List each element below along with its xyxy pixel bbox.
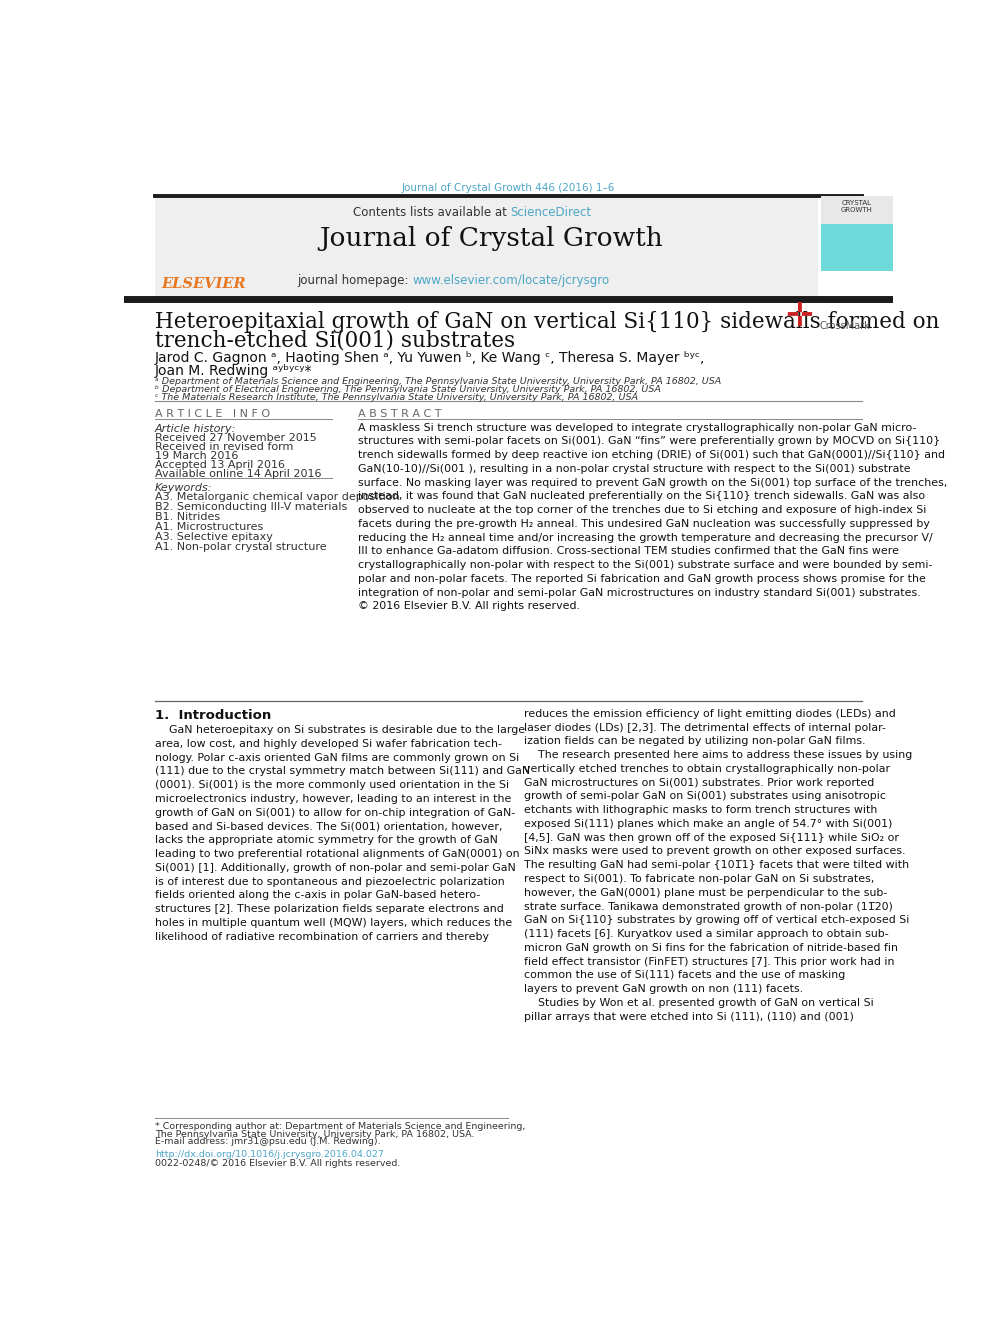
Text: A3. Metalorganic chemical vapor deposition: A3. Metalorganic chemical vapor depositi…: [155, 492, 400, 501]
Text: ᶜ The Materials Research Institute, The Pennsylvania State University, Universit: ᶜ The Materials Research Institute, The …: [155, 393, 638, 402]
Text: ELSEVIER: ELSEVIER: [161, 278, 246, 291]
Text: Contents lists available at: Contents lists available at: [353, 205, 511, 218]
Text: Accepted 13 April 2016: Accepted 13 April 2016: [155, 460, 285, 470]
Text: A1. Microstructures: A1. Microstructures: [155, 521, 263, 532]
Text: Journal of Crystal Growth: Journal of Crystal Growth: [318, 226, 663, 251]
Text: Journal of Crystal Growth 446 (2016) 1–6: Journal of Crystal Growth 446 (2016) 1–6: [402, 183, 615, 193]
Text: A B S T R A C T: A B S T R A C T: [358, 409, 442, 419]
Text: 19 March 2016: 19 March 2016: [155, 451, 238, 462]
Text: www.elsevier.com/locate/jcrysgro: www.elsevier.com/locate/jcrysgro: [413, 274, 609, 287]
Text: ᵇ Department of Electrical Engineering, The Pennsylvania State University, Unive: ᵇ Department of Electrical Engineering, …: [155, 385, 661, 394]
Text: ᵃ Department of Materials Science and Engineering, The Pennsylvania State Univer: ᵃ Department of Materials Science and En…: [155, 377, 721, 386]
Text: reduces the emission efficiency of light emitting diodes (LEDs) and
laser diodes: reduces the emission efficiency of light…: [524, 709, 912, 1021]
Text: Received in revised form: Received in revised form: [155, 442, 293, 452]
Text: CrossMark: CrossMark: [819, 321, 871, 331]
Text: GaN heteroepitaxy on Si substrates is desirable due to the large
area, low cost,: GaN heteroepitaxy on Si substrates is de…: [155, 725, 530, 942]
Text: A R T I C L E   I N F O: A R T I C L E I N F O: [155, 409, 270, 419]
Text: Jarod C. Gagnon ᵃ, Haoting Shen ᵃ, Yu Yuwen ᵇ, Ke Wang ᶜ, Theresa S. Mayer ᵇʸᶜ,: Jarod C. Gagnon ᵃ, Haoting Shen ᵃ, Yu Yu…: [155, 352, 705, 365]
Bar: [155, 197, 818, 299]
Text: ✛: ✛: [785, 300, 813, 333]
Text: ScienceDirect: ScienceDirect: [511, 205, 592, 218]
Text: 0022-0248/© 2016 Elsevier B.V. All rights reserved.: 0022-0248/© 2016 Elsevier B.V. All right…: [155, 1159, 400, 1168]
Text: B2. Semiconducting III-V materials: B2. Semiconducting III-V materials: [155, 501, 347, 512]
Text: Heteroepitaxial growth of GaN on vertical Si{110} sidewalls formed on: Heteroepitaxial growth of GaN on vertica…: [155, 311, 939, 332]
Text: Article history:: Article history:: [155, 423, 236, 434]
Bar: [820, 224, 893, 271]
Bar: [820, 196, 893, 299]
Bar: [820, 271, 893, 299]
Text: E-mail address: jmr31@psu.edu (J.M. Redwing).: E-mail address: jmr31@psu.edu (J.M. Redw…: [155, 1136, 380, 1146]
Text: A maskless Si trench structure was developed to integrate crystallographically n: A maskless Si trench structure was devel…: [358, 422, 948, 611]
Text: journal homepage:: journal homepage:: [297, 274, 413, 287]
Text: A1. Non-polar crystal structure: A1. Non-polar crystal structure: [155, 542, 326, 552]
Text: B1. Nitrides: B1. Nitrides: [155, 512, 220, 521]
Bar: [820, 196, 893, 224]
Text: Received 27 November 2015: Received 27 November 2015: [155, 433, 316, 443]
Text: Keywords:: Keywords:: [155, 483, 212, 492]
Text: A3. Selective epitaxy: A3. Selective epitaxy: [155, 532, 273, 542]
Text: Joan M. Redwing ᵃʸᵇʸᶜʸ*: Joan M. Redwing ᵃʸᵇʸᶜʸ*: [155, 364, 312, 377]
Text: * Corresponding author at: Department of Materials Science and Engineering,: * Corresponding author at: Department of…: [155, 1122, 525, 1131]
Text: Available online 14 April 2016: Available online 14 April 2016: [155, 470, 321, 479]
Text: http://dx.doi.org/10.1016/j.jcrysgro.2016.04.027: http://dx.doi.org/10.1016/j.jcrysgro.201…: [155, 1150, 384, 1159]
Text: trench-etched Si(001) substrates: trench-etched Si(001) substrates: [155, 329, 515, 352]
Text: The Pennsylvania State University, University Park, PA 16802, USA.: The Pennsylvania State University, Unive…: [155, 1130, 474, 1139]
Text: CRYSTAL
GROWTH: CRYSTAL GROWTH: [841, 200, 873, 213]
Text: 1.  Introduction: 1. Introduction: [155, 709, 271, 722]
